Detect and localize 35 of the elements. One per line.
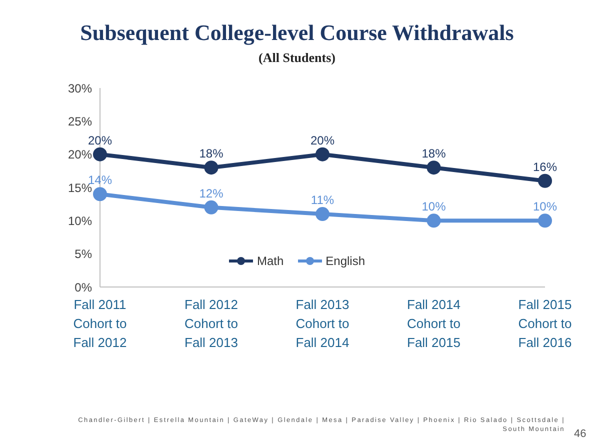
- legend-label: Math: [256, 254, 284, 268]
- chart-subtitle: (All Students): [258, 50, 336, 66]
- data-label: 20%: [88, 133, 112, 148]
- chart-title: Subsequent College-level Course Withdrawals: [79, 20, 515, 46]
- point: [204, 200, 218, 214]
- point: [426, 160, 441, 175]
- point: [538, 214, 552, 228]
- y-tick-label: 20%: [68, 148, 92, 162]
- point: [316, 147, 330, 162]
- y-tick-label: 30%: [68, 81, 92, 96]
- point: [426, 214, 441, 228]
- legend-label: English: [324, 254, 366, 268]
- point: [316, 207, 330, 222]
- data-label: 11%: [310, 193, 334, 208]
- x-tick-label: Fall 2011 Cohort to Fall 2012: [73, 297, 127, 350]
- y-tick-label: 25%: [68, 114, 92, 128]
- x-tick-label: Fall 2014 Cohort to Fall 2015: [407, 297, 460, 350]
- data-label: 18%: [422, 146, 446, 161]
- text: 46: [574, 428, 586, 440]
- y-tick-label: 5%: [74, 247, 92, 262]
- data-label: 20%: [310, 133, 335, 148]
- x-tick-label: Fall 2012 Cohort to Fall 2013: [184, 297, 238, 350]
- point: [538, 174, 552, 188]
- point: [93, 187, 107, 202]
- point: [93, 147, 107, 162]
- x-tick-label: Fall 2013 Cohort to Fall 2014: [296, 297, 350, 350]
- y-tick-label: 0%: [74, 280, 92, 294]
- data-label: 10%: [532, 200, 558, 214]
- y-tick-label: 10%: [68, 214, 92, 228]
- point: [204, 160, 218, 175]
- data-label: 12%: [199, 186, 224, 200]
- data-label: 10%: [422, 200, 446, 214]
- x-tick-label: Fall 2015 Cohort to Fall 2016: [518, 297, 572, 350]
- data-label: 16%: [532, 160, 558, 174]
- data-label: 18%: [199, 146, 224, 161]
